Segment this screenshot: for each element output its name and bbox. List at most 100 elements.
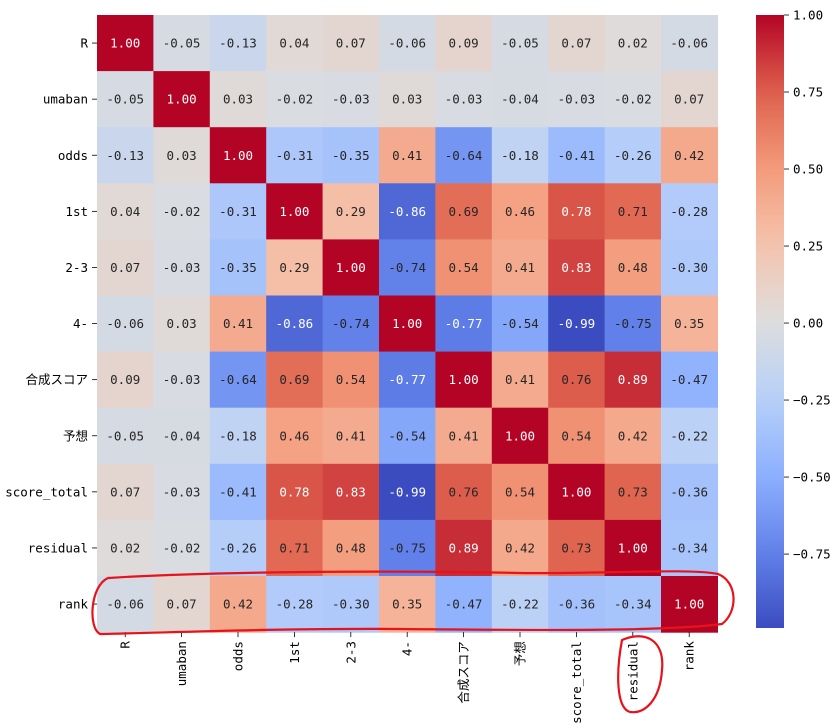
cell-value-label: 0.41 [505, 260, 535, 275]
cell-value-label: -0.03 [163, 372, 201, 387]
heatmap-cell [153, 183, 211, 240]
heatmap-cell [661, 127, 718, 184]
cell-value-label: -0.36 [670, 484, 708, 499]
cell-value-label: 1.00 [618, 540, 648, 555]
colorbar-tick-label: −0.25 [793, 393, 831, 408]
cell-value-label: -0.35 [219, 260, 257, 275]
cell-value-label: -0.02 [276, 92, 314, 107]
heatmap-cell [379, 295, 436, 353]
cell-value-label: 0.42 [505, 540, 535, 555]
cell-value-label: -0.13 [219, 36, 257, 51]
cell-value-label: 0.69 [449, 204, 479, 219]
cell-value-label: 0.41 [449, 428, 479, 443]
cell-value-label: -0.74 [388, 260, 426, 275]
heatmap-cell [491, 463, 549, 521]
heatmap-cell [322, 239, 380, 297]
heatmap-cell [661, 519, 718, 577]
heatmap-cell [435, 407, 493, 465]
y-tick-label: 2-3 [65, 260, 88, 275]
heatmap-cell [548, 15, 606, 72]
cell-value-label: -0.22 [501, 597, 539, 612]
colorbar-tick-label: 1.00 [793, 8, 823, 23]
cell-value-label: 0.02 [618, 36, 648, 51]
heatmap-cell [604, 183, 662, 240]
cell-value-label: -0.26 [614, 148, 652, 163]
cell-value-label: -0.26 [219, 540, 257, 555]
cell-value-label: 0.04 [279, 36, 309, 51]
heatmap-cell [491, 239, 549, 297]
cell-value-label: 0.41 [392, 148, 422, 163]
heatmap-cell [153, 519, 211, 577]
cell-value-label: -0.77 [445, 316, 483, 331]
heatmap-cell [322, 71, 380, 128]
heatmap-cell [153, 407, 211, 465]
cell-value-label: 0.54 [505, 484, 535, 499]
heatmap-cell [97, 71, 154, 128]
y-tick-label: odds [58, 148, 88, 163]
y-tick-label: umaban [43, 92, 88, 107]
cell-value-label: -0.13 [106, 148, 144, 163]
heatmap-cell [548, 127, 606, 184]
heatmap-cell [604, 239, 662, 297]
cell-value-label: 0.54 [336, 372, 366, 387]
cell-value-label: 0.03 [167, 316, 197, 331]
cell-value-label: -0.06 [670, 36, 708, 51]
heatmap-cell [604, 576, 662, 633]
cell-value-label: -0.77 [388, 372, 426, 387]
y-tick-label: residual [28, 540, 88, 555]
heatmap-cell [379, 463, 436, 521]
x-tick-label: 2-3 [343, 641, 358, 664]
heatmap-cell [379, 576, 436, 633]
heatmap-cell [209, 15, 267, 72]
heatmap-cell [97, 127, 154, 184]
heatmap-cell [379, 183, 436, 240]
cell-value-label: 0.35 [392, 597, 422, 612]
heatmap-cell [548, 239, 606, 297]
cell-value-label: -0.02 [614, 92, 652, 107]
cell-value-label: 0.48 [336, 540, 366, 555]
colorbar-tick-label: −0.50 [793, 470, 831, 485]
heatmap-cell [97, 15, 154, 72]
heatmap-cell [491, 351, 549, 409]
cell-value-label: 1.00 [674, 597, 704, 612]
y-tick-label: score_total [5, 484, 88, 499]
heatmap-cell [266, 519, 324, 577]
heatmap-cell [435, 71, 493, 128]
heatmap-cell [97, 519, 154, 577]
heatmap-cell [322, 295, 380, 353]
cell-value-label: 0.41 [505, 372, 535, 387]
heatmap-cell [209, 407, 267, 465]
cell-value-label: 0.54 [561, 428, 591, 443]
cell-value-label: 0.78 [561, 204, 591, 219]
x-tick-label: 1st [287, 641, 302, 664]
cell-value-label: 0.35 [674, 316, 704, 331]
column-label-highlight-outline [617, 635, 664, 714]
heatmap-cell [661, 71, 718, 128]
heatmap-cell [661, 463, 718, 521]
x-tick-label: umaban [174, 641, 189, 686]
heatmap-cell [153, 295, 211, 353]
cell-value-label: -0.64 [445, 148, 483, 163]
cell-value-label: -0.04 [501, 92, 539, 107]
cell-value-label: 0.41 [336, 428, 366, 443]
colorbar-tick-label: 0.50 [793, 162, 823, 177]
cell-value-label: -0.41 [558, 148, 596, 163]
cell-value-label: 0.03 [167, 148, 197, 163]
heatmap-cell-labels: 1.00 -0.05 -0.13 0.04 0.07 -0.06 0.09 -0.05 0.07… [106, 36, 708, 612]
heatmap-cell [604, 519, 662, 577]
cell-value-label: -0.04 [163, 428, 201, 443]
heatmap-cell [322, 127, 380, 184]
cell-value-label: -0.03 [332, 92, 370, 107]
heatmap-cell [435, 576, 493, 633]
heatmap-cell [435, 351, 493, 409]
cell-value-label: -0.34 [670, 540, 708, 555]
cell-value-label: 0.69 [279, 372, 309, 387]
heatmap-cell [661, 15, 718, 72]
heatmap-cell [209, 239, 267, 297]
cell-value-label: 0.42 [223, 597, 253, 612]
heatmap-cell [97, 351, 154, 409]
cell-value-label: -0.05 [106, 92, 144, 107]
